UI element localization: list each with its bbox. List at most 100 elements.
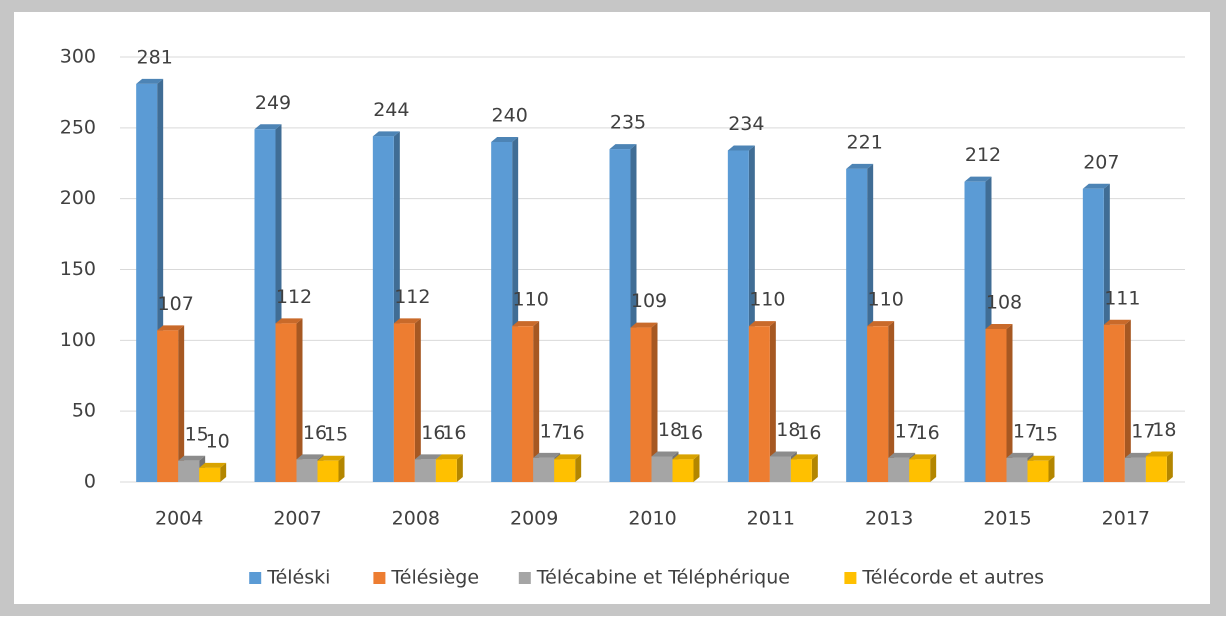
data-label: 10 (206, 430, 230, 452)
y-tick-label: 100 (60, 329, 96, 351)
data-label: 16 (916, 422, 940, 444)
x-tick-label: 2004 (155, 508, 203, 530)
bar-front (554, 459, 575, 482)
bar-front (610, 149, 631, 482)
bar-front (631, 328, 652, 482)
data-label: 110 (868, 289, 904, 311)
bar (157, 325, 184, 482)
bar-front (255, 129, 276, 482)
bar-front (157, 330, 178, 482)
x-tick-label: 2009 (510, 508, 558, 530)
data-label: 18 (1152, 419, 1176, 441)
data-label: 240 (492, 105, 528, 127)
data-label: 212 (965, 144, 1001, 166)
bar (199, 463, 226, 482)
bar-front (867, 326, 888, 482)
x-tick-label: 2010 (628, 508, 676, 530)
data-label: 112 (394, 286, 430, 308)
data-label: 16 (797, 422, 821, 444)
x-tick-label: 2008 (392, 508, 440, 530)
data-label: 112 (276, 286, 312, 308)
x-tick-label: 2015 (983, 508, 1031, 530)
bar-front (178, 461, 199, 482)
bar-front (394, 323, 415, 482)
bar-front (1007, 458, 1028, 482)
data-label: 111 (1104, 287, 1140, 309)
bar-front (1083, 189, 1104, 482)
data-label: 15 (324, 423, 348, 445)
bar-front (673, 459, 694, 482)
bar-front (1104, 325, 1125, 482)
y-tick-label: 50 (72, 400, 96, 422)
legend-swatch (373, 572, 385, 584)
legend-label: Télécabine et Téléphérique (536, 567, 790, 589)
data-label: 110 (749, 289, 785, 311)
bar-front (533, 458, 554, 482)
bar-front (728, 151, 749, 483)
bar-front (276, 323, 297, 482)
data-label: 244 (373, 99, 409, 121)
bar (909, 454, 936, 482)
bar (436, 454, 463, 482)
bar-front (136, 84, 157, 482)
bar (318, 456, 345, 482)
data-label: 109 (631, 290, 667, 312)
bar-front (415, 459, 436, 482)
bar-front (652, 457, 673, 483)
legend-label: Télésiège (390, 567, 479, 589)
y-tick-label: 200 (60, 187, 96, 209)
bar (394, 318, 421, 482)
bar-front (791, 459, 812, 482)
bar (673, 454, 700, 482)
bar-front (436, 459, 457, 482)
data-label: 108 (986, 292, 1022, 314)
data-label: 234 (728, 113, 764, 135)
legend-swatch (844, 572, 856, 584)
x-tick-label: 2017 (1102, 508, 1150, 530)
data-label: 110 (513, 289, 549, 311)
y-tick-label: 0 (84, 471, 96, 493)
bar-front (770, 457, 791, 483)
data-label: 15 (1034, 423, 1058, 445)
bar-front (749, 326, 770, 482)
bar-front (965, 182, 986, 482)
bar-front (846, 169, 867, 482)
chart: 0501001502002503002004281107151020072491… (0, 0, 1226, 616)
bar-front (1028, 461, 1049, 482)
data-label: 221 (847, 131, 883, 153)
bar (554, 454, 581, 482)
bar-front (1125, 458, 1146, 482)
bar-front (909, 459, 930, 482)
bar-front (512, 326, 533, 482)
y-tick-label: 250 (60, 116, 96, 138)
bar-front (318, 461, 339, 482)
y-tick-label: 150 (60, 258, 96, 280)
bar-front (888, 458, 909, 482)
legend-swatch (249, 572, 261, 584)
data-label: 207 (1083, 151, 1119, 173)
data-label: 249 (255, 92, 291, 114)
legend-label: Téléski (266, 567, 330, 589)
bar-front (491, 142, 512, 482)
x-tick-label: 2011 (747, 508, 795, 530)
bar (1028, 456, 1055, 482)
bar (276, 318, 303, 482)
bar-front (373, 136, 394, 482)
legend-label: Télécorde et autres (861, 567, 1044, 589)
data-label: 16 (679, 422, 703, 444)
bar-front (297, 459, 318, 482)
data-label: 16 (561, 422, 585, 444)
legend-swatch (519, 572, 531, 584)
data-label: 281 (137, 46, 173, 68)
bar-front (1146, 457, 1167, 483)
data-label: 16 (442, 422, 466, 444)
x-tick-label: 2013 (865, 508, 913, 530)
y-tick-label: 300 (60, 46, 96, 68)
bar (791, 454, 818, 482)
data-label: 235 (610, 112, 646, 134)
bar-side (1167, 452, 1173, 483)
data-label: 107 (158, 293, 194, 315)
bar (1146, 452, 1173, 483)
bar-front (199, 468, 220, 482)
bar-front (986, 329, 1007, 482)
